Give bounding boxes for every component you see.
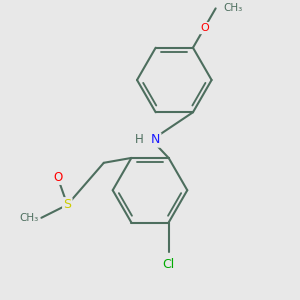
Text: O: O [53, 171, 62, 184]
Text: S: S [63, 198, 71, 211]
Text: N: N [151, 134, 160, 146]
Text: H: H [135, 134, 144, 146]
Text: CH₃: CH₃ [224, 3, 243, 14]
Text: Cl: Cl [163, 257, 175, 271]
Text: CH₃: CH₃ [19, 213, 38, 223]
Text: O: O [200, 23, 209, 33]
